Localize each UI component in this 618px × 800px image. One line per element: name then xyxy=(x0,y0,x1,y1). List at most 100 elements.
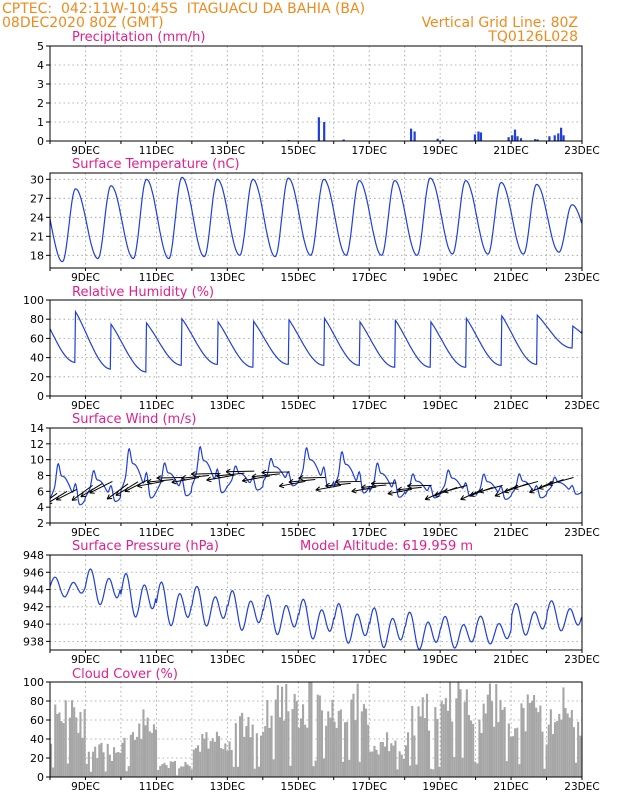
precip-bar xyxy=(513,129,517,141)
cloud-bar xyxy=(257,766,260,777)
precipitation-xtick-label: 21DEC xyxy=(493,145,528,157)
cloud-bar xyxy=(205,732,208,777)
cloud-bar xyxy=(451,721,454,777)
wind-arrow-head xyxy=(107,497,113,500)
cloud-bar xyxy=(272,759,275,777)
cloud-bar xyxy=(392,745,395,777)
cloud-bar xyxy=(362,704,365,777)
cloud-bar xyxy=(77,732,80,777)
precipitation-xtick-label: 15DEC xyxy=(281,145,316,157)
cloud-bar xyxy=(239,716,242,777)
cloud-bar xyxy=(102,752,105,777)
cloud-bar xyxy=(514,728,517,777)
cloud-ytick-label: 100 xyxy=(23,676,44,689)
wind-arrow xyxy=(513,480,539,489)
cloud-bar xyxy=(488,683,491,777)
wind-arrow-head xyxy=(424,495,429,500)
cloud-bar xyxy=(369,751,372,777)
humidity-xtick-label: 19DEC xyxy=(422,400,457,412)
wind-arrow-head xyxy=(494,491,499,497)
pressure-line xyxy=(50,568,582,650)
wind-arrow-head xyxy=(387,490,393,495)
wind-arrow xyxy=(71,484,93,501)
wind-arrow-head xyxy=(279,485,285,489)
cloud-bar xyxy=(207,748,210,777)
humidity-line xyxy=(50,309,582,373)
temperature-panel: Surface Temperature (nC) 18 21 24 27 30 9DEC 11… xyxy=(30,157,600,284)
cloud-bar xyxy=(247,717,250,777)
cloud-bar xyxy=(150,732,153,777)
cloud-ytick-label: 60 xyxy=(30,714,44,727)
cloud-bar xyxy=(476,763,479,777)
cloud-bar xyxy=(352,693,355,777)
cloud-bar xyxy=(115,752,118,777)
cloud-bar xyxy=(564,708,567,777)
cloud-bar xyxy=(281,686,284,777)
cloud-xtick-label: 21DEC xyxy=(493,781,528,793)
cloud-bar xyxy=(89,771,92,777)
cloud-bar xyxy=(396,769,399,777)
wind-arrow-head xyxy=(443,488,448,493)
wind-data xyxy=(50,445,582,506)
wind-arrow-head xyxy=(434,495,440,497)
precipitation-ytick-label: 3 xyxy=(37,78,44,91)
temperature-title: Surface Temperature (nC) xyxy=(72,157,240,172)
wind-arrow-head xyxy=(479,491,485,494)
wind-arrow-head xyxy=(55,495,60,501)
precipitation-xtick-label: 13DEC xyxy=(210,145,245,157)
cloud-bar xyxy=(493,726,496,777)
wind-arrow-head xyxy=(335,481,340,485)
cloud-bar xyxy=(289,765,292,777)
wind-arrow-head xyxy=(225,468,231,473)
humidity-panel: Relative Humidity (%) 0 20 40 60 80 100 9DEC 11D… xyxy=(23,285,600,412)
wind-arrow-head xyxy=(361,484,366,488)
cloud-bar xyxy=(276,685,279,777)
wind-arrow-head xyxy=(351,490,357,494)
cloud-bar xyxy=(165,765,168,777)
cloud-bar xyxy=(341,761,344,777)
humidity-title: Relative Humidity (%) xyxy=(72,285,214,300)
cloud-bar xyxy=(140,739,143,777)
cloud-bar xyxy=(438,766,441,777)
cloud-bar xyxy=(203,738,206,777)
cloud-bar xyxy=(211,738,214,777)
cloud-bar xyxy=(501,709,504,777)
cloud-bar xyxy=(404,745,407,777)
temperature-ytick-label: 24 xyxy=(30,211,44,224)
cloud-bar xyxy=(348,759,351,777)
cloud-bar xyxy=(570,710,573,777)
wind-arrow-head xyxy=(288,481,294,485)
wind-arrow-head xyxy=(397,486,402,491)
wind-arrow-head xyxy=(261,472,267,476)
wind-arrow xyxy=(216,472,245,477)
cloud-bar xyxy=(415,764,418,777)
grid-line-note: Vertical Grid Line: 80Z xyxy=(421,15,578,31)
cloud-bar xyxy=(440,701,443,777)
cloud-bar xyxy=(480,733,483,777)
cloud-bar xyxy=(467,714,470,777)
wind-arrow-head xyxy=(288,478,294,483)
cloud-bar xyxy=(192,749,195,777)
wind-arrow-head xyxy=(370,483,376,487)
wind-arrow-head xyxy=(278,482,284,487)
cloud-bar xyxy=(176,775,179,777)
cloud-bar xyxy=(434,707,437,777)
cloud-bar xyxy=(551,734,554,777)
wind-arrow-head xyxy=(460,495,464,500)
cloud-bar xyxy=(148,731,151,777)
cloud-bar xyxy=(199,751,202,777)
cloud-bar xyxy=(446,710,449,777)
cloud-bar xyxy=(186,764,189,777)
cloud-xtick-label: 11DEC xyxy=(139,781,174,793)
cloud-xtick-label: 9DEC xyxy=(71,781,100,793)
wind-ytick-label: 10 xyxy=(30,454,44,467)
cloud-bar xyxy=(331,699,334,777)
precipitation-xtick-label: 11DEC xyxy=(139,145,174,157)
cloud-bar xyxy=(463,702,466,777)
forecast-datetime: 08DEC2020 80Z (GMT) xyxy=(2,15,164,31)
pressure-ytick-label: 938 xyxy=(23,635,44,648)
wind-grid xyxy=(50,428,582,523)
temperature-ytick-label: 21 xyxy=(30,230,44,243)
cloud-bar xyxy=(50,743,53,777)
cloud-bar xyxy=(402,758,405,777)
